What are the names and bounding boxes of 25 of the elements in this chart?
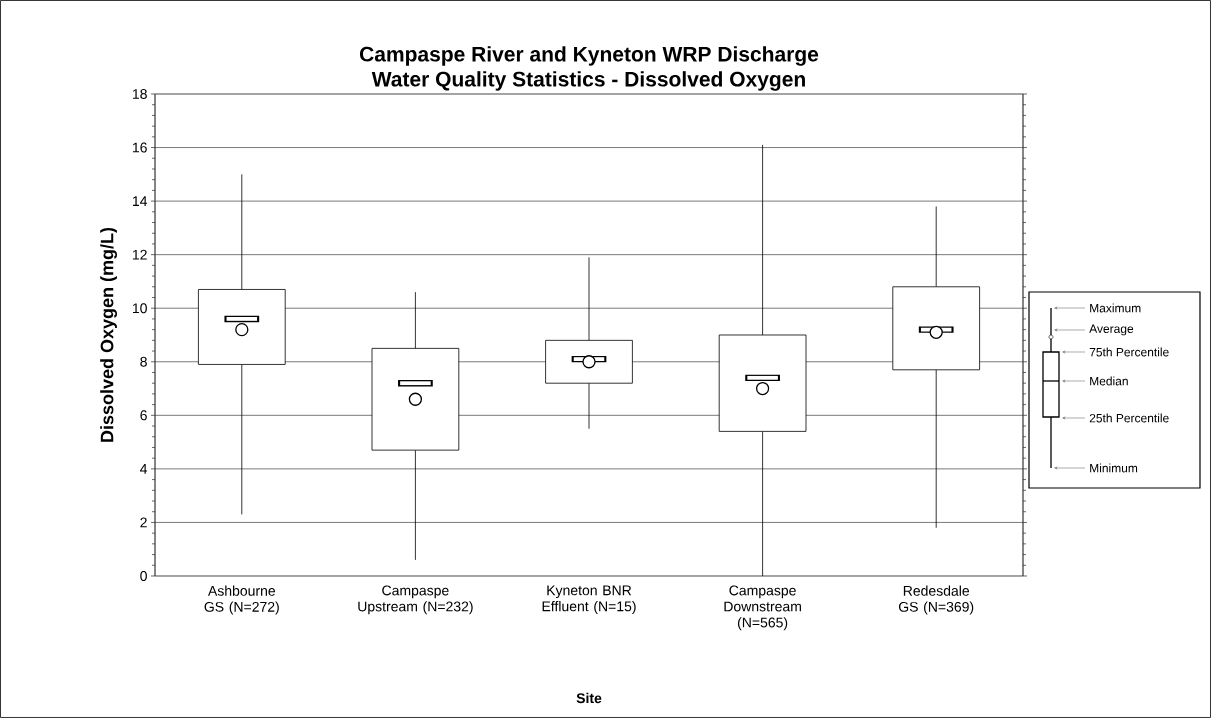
chart-title: Campaspe River and Kyneton WRP Discharge <box>359 46 819 66</box>
text: Median <box>1090 376 1128 386</box>
x-tick-label: Ashbourne GS (N=272) <box>204 585 279 615</box>
chart-subtitle: Water Quality Statistics - Dissolved Oxygen <box>371 71 805 91</box>
x-axis-title: Site <box>576 692 602 704</box>
text: Average <box>1089 324 1134 336</box>
x-tick-label: Campaspe Upstream (N=232) <box>358 585 473 615</box>
x-tick-label: Kyneton BNR Effluent (N=15) <box>542 585 636 615</box>
text: Minimum <box>1090 463 1138 473</box>
x-tick-label: Campaspe Downstream (N=565) <box>724 585 801 631</box>
y-tick-label: 10 <box>132 303 147 314</box>
y-tick-label: 4 <box>140 464 148 474</box>
y-tick-label: 2 <box>140 517 147 528</box>
text: 25th Percentile <box>1089 413 1169 423</box>
y-tick-label: 14 <box>132 196 148 206</box>
y-tick-label: 0 <box>140 571 147 581</box>
y-tick-label: 12 <box>132 249 147 260</box>
x-tick-label: Redesdale GS (N=369) <box>898 585 974 615</box>
y-tick-label: 16 <box>132 142 147 153</box>
y-axis-title: Dissolved Oxygen (mg/L) <box>100 227 118 442</box>
text: 75th Percentile <box>1089 347 1169 357</box>
text: Maximum <box>1090 303 1141 313</box>
y-tick-label: 6 <box>140 410 147 421</box>
y-tick-label: 18 <box>132 89 147 99</box>
y-tick-label: 8 <box>140 356 147 367</box>
